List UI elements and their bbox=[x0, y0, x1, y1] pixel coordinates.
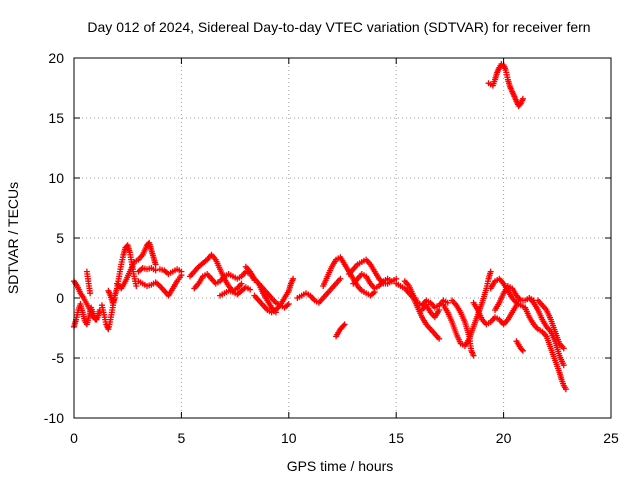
data-point bbox=[111, 295, 118, 301]
x-tick-label: 20 bbox=[496, 430, 512, 446]
data-point bbox=[487, 268, 494, 275]
y-tick-label: 5 bbox=[56, 230, 64, 246]
data-point bbox=[87, 290, 94, 297]
data-point bbox=[337, 275, 344, 282]
data-point bbox=[152, 261, 159, 268]
data-point bbox=[341, 321, 348, 328]
data-point bbox=[340, 322, 347, 329]
x-axis-label: GPS time / hours bbox=[287, 458, 394, 474]
y-axis-label: SDTVAR / TECUs bbox=[5, 182, 21, 294]
x-tick-label: 15 bbox=[388, 430, 404, 446]
data-point bbox=[247, 286, 254, 293]
y-tick-label: -10 bbox=[44, 410, 64, 426]
data-point bbox=[133, 283, 140, 289]
y-tick-label: -5 bbox=[52, 350, 65, 366]
data-point bbox=[560, 362, 567, 369]
data-point bbox=[285, 301, 292, 307]
data-point bbox=[436, 307, 443, 313]
data-point bbox=[444, 299, 451, 306]
data-points bbox=[71, 61, 569, 393]
x-tick-label: 10 bbox=[281, 430, 297, 446]
data-point bbox=[436, 335, 443, 342]
data-point bbox=[519, 95, 526, 102]
x-tick-label: 5 bbox=[178, 430, 186, 446]
y-tick-label: 0 bbox=[56, 290, 64, 306]
data-point bbox=[178, 268, 185, 275]
x-tick-label: 25 bbox=[603, 430, 619, 446]
y-tick-label: 15 bbox=[48, 110, 64, 126]
axis-ticks bbox=[73, 57, 612, 419]
y-tick-label: 10 bbox=[48, 170, 64, 186]
x-tick-label: 0 bbox=[70, 430, 78, 446]
data-point bbox=[93, 316, 100, 323]
data-point bbox=[519, 347, 526, 354]
y-tick-label: 20 bbox=[48, 50, 64, 66]
data-point bbox=[290, 275, 297, 282]
data-point bbox=[562, 386, 569, 393]
data-point bbox=[560, 345, 567, 352]
data-point bbox=[388, 278, 395, 285]
data-point bbox=[272, 309, 279, 316]
data-point bbox=[518, 346, 525, 353]
data-point bbox=[152, 267, 159, 274]
chart-title: Day 012 of 2024, Sidereal Day-to-day VTE… bbox=[87, 19, 590, 35]
grid-lines bbox=[74, 58, 611, 418]
data-point bbox=[238, 280, 245, 287]
data-point bbox=[470, 352, 477, 359]
